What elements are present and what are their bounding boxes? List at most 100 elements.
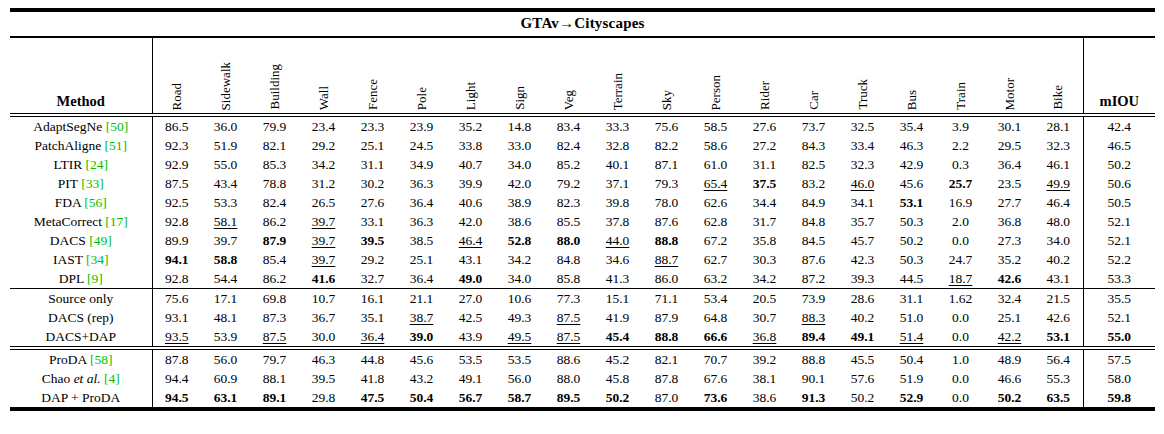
score-value: 87.6 <box>655 214 679 229</box>
score-cell: 78.8 <box>250 174 299 193</box>
score-cell: 79.7 <box>250 348 299 369</box>
citation-link[interactable]: [51] <box>101 138 127 153</box>
score-cell: 27.6 <box>740 115 789 136</box>
score-cell: 43.9 <box>446 327 495 348</box>
score-value: 45.2 <box>606 352 630 367</box>
score-cell: 35.2 <box>446 115 495 136</box>
citation-link[interactable]: [4] <box>101 371 120 386</box>
score-value: 49.3 <box>508 310 532 325</box>
score-cell: 86.0 <box>642 269 691 289</box>
score-value: 49.1 <box>851 329 875 344</box>
score-cell: 34.0 <box>1034 231 1083 250</box>
score-value: 0.0 <box>952 390 969 405</box>
table-row: FDA [56]92.553.382.426.527.636.440.638.9… <box>10 193 1155 212</box>
score-cell: 53.5 <box>446 348 495 369</box>
citation-link[interactable]: [9] <box>84 271 103 286</box>
score-value: 71.1 <box>655 291 679 306</box>
score-cell: 37.1 <box>593 174 642 193</box>
score-cell: 87.0 <box>642 388 691 409</box>
score-value: 36.3 <box>410 176 434 191</box>
score-cell: 78.0 <box>642 193 691 212</box>
score-cell: 63.5 <box>1034 388 1083 409</box>
score-value: 36.8 <box>753 329 777 344</box>
score-value: 24.5 <box>410 138 434 153</box>
score-cell: 73.6 <box>691 388 740 409</box>
score-cell: 85.5 <box>544 212 593 231</box>
column-header-label: Wall <box>317 86 331 110</box>
score-cell: 46.4 <box>1034 193 1083 212</box>
score-cell: 87.9 <box>642 308 691 327</box>
score-value: 85.4 <box>263 252 287 267</box>
score-cell: 67.2 <box>691 231 740 250</box>
score-cell: 89.1 <box>250 388 299 409</box>
score-value: 35.4 <box>900 119 924 134</box>
score-value: 52.1 <box>1107 310 1131 325</box>
score-cell: 88.8 <box>642 231 691 250</box>
score-value: 50.2 <box>606 390 630 405</box>
score-value: 56.0 <box>214 352 238 367</box>
score-value: 48.1 <box>214 310 238 325</box>
score-cell: 83.2 <box>789 174 838 193</box>
score-cell: 36.4 <box>397 193 446 212</box>
score-cell: 82.2 <box>642 136 691 155</box>
citation-link[interactable]: [49] <box>86 233 112 248</box>
citation-link[interactable]: [17] <box>102 214 128 229</box>
score-value: 42.0 <box>459 214 483 229</box>
score-value: 82.5 <box>802 157 826 172</box>
score-cell: 73.9 <box>789 289 838 309</box>
column-header-label: Sign <box>513 86 527 110</box>
table-row: DPL [9]92.854.486.241.632.736.449.034.08… <box>10 269 1155 289</box>
method-cell: DACS (rep) <box>10 308 152 327</box>
score-cell: 42.6 <box>985 269 1034 289</box>
citation-link[interactable]: [58] <box>87 352 113 367</box>
score-cell: 10.6 <box>495 289 544 309</box>
score-value: 87.8 <box>655 371 679 386</box>
column-header-miou: mIOU <box>1083 37 1155 115</box>
score-cell: 86.2 <box>250 212 299 231</box>
score-cell: 0.0 <box>936 231 985 250</box>
score-cell: 62.8 <box>691 212 740 231</box>
score-cell: 56.0 <box>495 369 544 388</box>
score-value: 89.5 <box>557 390 581 405</box>
score-value: 88.0 <box>557 233 581 248</box>
score-cell: 41.3 <box>593 269 642 289</box>
score-cell: 38.7 <box>397 308 446 327</box>
score-cell: 33.3 <box>593 115 642 136</box>
score-value: 51.4 <box>900 329 924 344</box>
score-cell: 61.0 <box>691 155 740 174</box>
score-value: 27.2 <box>753 138 777 153</box>
score-value: 79.3 <box>655 176 679 191</box>
citation-link[interactable]: [33] <box>78 176 104 191</box>
score-value: 21.5 <box>1046 291 1070 306</box>
score-cell: 39.2 <box>740 348 789 369</box>
score-cell: 36.8 <box>985 212 1034 231</box>
method-name: Chao <box>42 371 71 386</box>
column-header-label: Bus <box>905 90 919 110</box>
score-value: 92.8 <box>165 271 189 286</box>
score-cell: 94.1 <box>152 250 201 269</box>
score-value: 42.6 <box>1046 310 1070 325</box>
score-value: 41.8 <box>361 371 385 386</box>
score-cell: 88.0 <box>544 231 593 250</box>
score-cell: 56.0 <box>201 348 250 369</box>
column-header-pole: Pole <box>397 37 446 115</box>
score-value: 62.7 <box>704 252 728 267</box>
citation-link[interactable]: [34] <box>83 252 109 267</box>
score-value: 79.9 <box>263 119 287 134</box>
column-header-label: Light <box>464 82 478 110</box>
score-value: 0.0 <box>952 329 969 344</box>
citation-link[interactable]: [24] <box>82 157 108 172</box>
score-value: 18.7 <box>949 271 973 286</box>
score-value: 45.5 <box>851 352 875 367</box>
citation-link[interactable]: [56] <box>81 195 107 210</box>
score-value: 53.5 <box>508 352 532 367</box>
citation-link[interactable]: [50] <box>102 119 128 134</box>
score-cell: 39.7 <box>299 250 348 269</box>
score-value: 39.7 <box>312 214 336 229</box>
score-value: 41.9 <box>606 310 630 325</box>
score-value: 29.2 <box>312 138 336 153</box>
score-value: 27.3 <box>998 233 1022 248</box>
score-cell: 58.6 <box>691 136 740 155</box>
score-value: 88.8 <box>655 329 679 344</box>
score-value: 25.1 <box>361 138 385 153</box>
